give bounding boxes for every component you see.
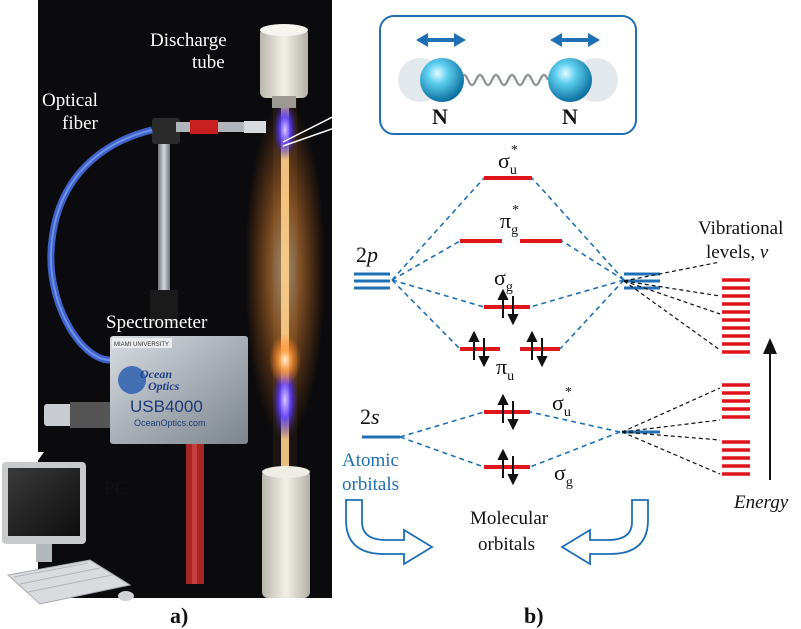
model-text: USB4000: [130, 397, 203, 416]
tube-top-cap: [260, 28, 308, 98]
ocean-optics-logo: [118, 366, 146, 394]
caption-vibrational-levels: levels, v: [706, 242, 769, 263]
usb-plug: [70, 402, 110, 428]
mo-level-labels: σu* πg* σg πu σu* σg: [494, 143, 573, 490]
connector: [529, 279, 625, 308]
fiber-holder-red: [190, 120, 218, 134]
atomic-2p-right: [624, 272, 660, 290]
label-2p: 2p: [356, 242, 378, 267]
label-sigma-g-2p: σg: [494, 265, 513, 295]
label-sigma-g-2s: σg: [554, 460, 573, 490]
spectrometer-device: MIAMI UNIVERSITY Ocean Optics USB4000 Oc…: [110, 336, 248, 444]
curved-arrow-right: [560, 499, 649, 566]
pc-keyboard: [6, 559, 132, 605]
spectrometer-body: [110, 336, 248, 444]
tube-core: [281, 100, 289, 470]
atom-n-right: [548, 58, 592, 102]
label-pc: PC: [104, 478, 127, 499]
molecule-spring: [458, 73, 550, 87]
atomic-2p-left: [354, 272, 390, 290]
caption-molecular: Molecular: [470, 508, 549, 529]
connector: [391, 279, 461, 350]
brand-line1: Ocean: [140, 367, 172, 381]
panel-label-a: a): [170, 603, 188, 628]
atom-n-left: [420, 58, 464, 102]
label-sigma-u-star-2p: σu*: [498, 143, 518, 178]
maker-plate-text: MIAMI UNIVERSITY: [114, 342, 169, 348]
vib-arrow-left-head-r: [454, 33, 466, 47]
label-optical: Optical: [42, 90, 98, 111]
website-text: OceanOptics.com: [134, 418, 206, 428]
callout-line-top: [282, 89, 387, 143]
connector: [559, 279, 625, 350]
caption-atomic: Atomic: [342, 450, 399, 471]
callout-line-bottom: [282, 109, 387, 147]
vibrational-levels-middle: [722, 383, 750, 419]
label-fiber: fiber: [62, 113, 99, 134]
vibration-arrows: [416, 33, 600, 47]
caption-vibrational: Vibrational: [698, 218, 783, 239]
tube-glow-knob: [269, 334, 301, 386]
connector: [399, 411, 485, 438]
electron-pairs: [468, 288, 548, 486]
label-sigma-u-star-2s: σu*: [552, 385, 572, 420]
usb-arrow-head: [24, 452, 44, 466]
atom-label-left: N: [432, 104, 448, 129]
pc-keyboard-row: [19, 567, 101, 585]
vibrational-levels-lower: [722, 440, 750, 476]
pc-monitor-screen: [8, 468, 80, 536]
label-discharge: Discharge: [150, 30, 227, 51]
vibrational-dashed-links: [621, 261, 721, 475]
molecule-callout-box: [379, 15, 637, 135]
vib-arrow-left-head-l: [416, 33, 428, 47]
stand-rod: [158, 140, 170, 300]
pc-computer: [2, 462, 134, 605]
stand-base-block: [150, 290, 178, 324]
connector: [561, 240, 625, 281]
fiber-connector: [244, 121, 266, 133]
maker-plate: [112, 338, 172, 348]
label-2s: 2s: [360, 404, 380, 429]
connector: [529, 431, 621, 468]
tube-top-cap-rim: [260, 24, 308, 36]
vib-arrow-right-head-r: [588, 33, 600, 47]
tube-top-collar: [272, 96, 296, 108]
label-pi-g-star: πg*: [500, 203, 519, 238]
connector: [391, 279, 485, 308]
connector: [391, 177, 485, 281]
connector: [531, 177, 625, 281]
pc-keyboard-row: [27, 574, 113, 593]
label-tube: tube: [192, 52, 225, 73]
connector: [529, 411, 621, 433]
mo-dashed-connectors: [391, 177, 625, 468]
label-pi-u: πu: [496, 354, 514, 384]
optical-fiber-highlight: [49, 129, 153, 361]
atom-label-right: N: [562, 104, 578, 129]
brand-line2: Optics: [148, 379, 180, 393]
pc-keyboard-row: [13, 562, 89, 578]
label-spectrometer: Spectrometer: [106, 312, 208, 333]
vibrational-levels-upper: [722, 278, 750, 354]
connector: [399, 436, 485, 468]
caption-energy: Energy: [733, 492, 789, 513]
caption-molecular-orbitals: orbitals: [478, 534, 535, 555]
lower-fiber-highlight: [192, 444, 197, 584]
tube-purple-top: [273, 100, 297, 160]
caption-orbitals: orbitals: [342, 474, 399, 495]
vib-arrow-right-head-l: [550, 33, 562, 47]
energy-arrow-head: [763, 338, 777, 354]
photo-apparatus: MIAMI UNIVERSITY Ocean Optics USB4000 Oc…: [44, 24, 325, 598]
connector: [391, 240, 461, 281]
panel-label-b: b): [524, 603, 544, 628]
pc-monitor-stand: [36, 544, 52, 562]
clamp-block: [152, 118, 180, 144]
pc-mouse: [118, 591, 134, 601]
tube-bottom-cap: [262, 470, 310, 598]
tube-bottom-cap-rim: [262, 466, 310, 478]
curved-arrow-left: [345, 499, 434, 566]
